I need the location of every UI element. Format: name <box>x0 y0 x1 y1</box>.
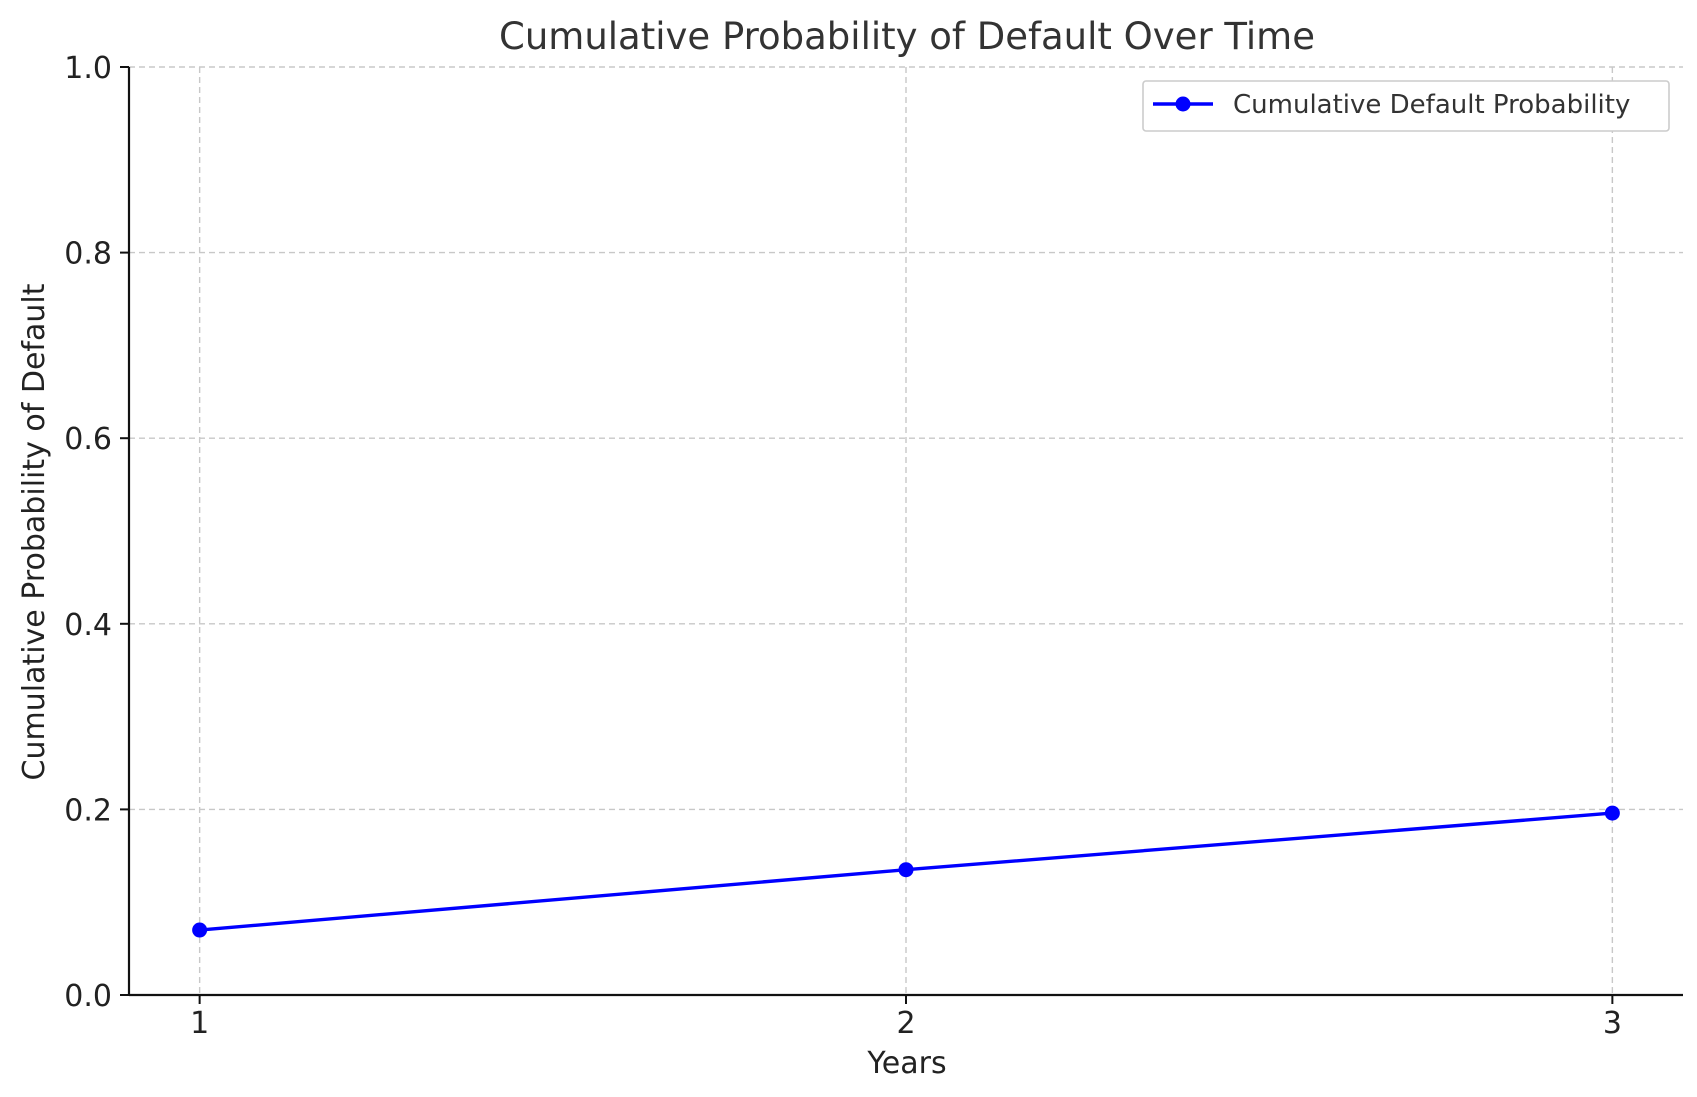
y-tick-label: 0.6 <box>64 422 112 457</box>
legend-box <box>1142 80 1670 132</box>
chart-title: Cumulative Probability of Default Over T… <box>499 15 1315 58</box>
legend-label: Cumulative Default Probability <box>1233 90 1630 120</box>
y-tick-label: 0.2 <box>64 793 112 828</box>
x-tick-label: 3 <box>1603 1006 1622 1041</box>
x-tick-label: 1 <box>190 1006 209 1041</box>
data-point <box>1604 805 1620 821</box>
series <box>192 805 1620 938</box>
y-tick-label: 1.0 <box>64 51 112 86</box>
y-tick-label: 0.4 <box>64 608 112 643</box>
y-tick-label: 0.8 <box>64 237 112 272</box>
y-axis-label: Cumulative Probability of Default <box>17 283 52 780</box>
data-point <box>898 862 914 878</box>
axes <box>120 66 1683 1004</box>
legend: Cumulative Default Probability <box>1142 80 1670 132</box>
legend-marker-swatch <box>1175 96 1191 112</box>
grid <box>129 66 1683 995</box>
tick-labels: 0.0 0.2 0.4 0.6 0.8 1.0 1 2 3 <box>64 51 1622 1041</box>
x-axis-label: Years <box>866 1046 946 1081</box>
x-tick-label: 2 <box>896 1006 915 1041</box>
y-tick-label: 0.0 <box>64 979 112 1014</box>
data-point <box>192 922 208 938</box>
